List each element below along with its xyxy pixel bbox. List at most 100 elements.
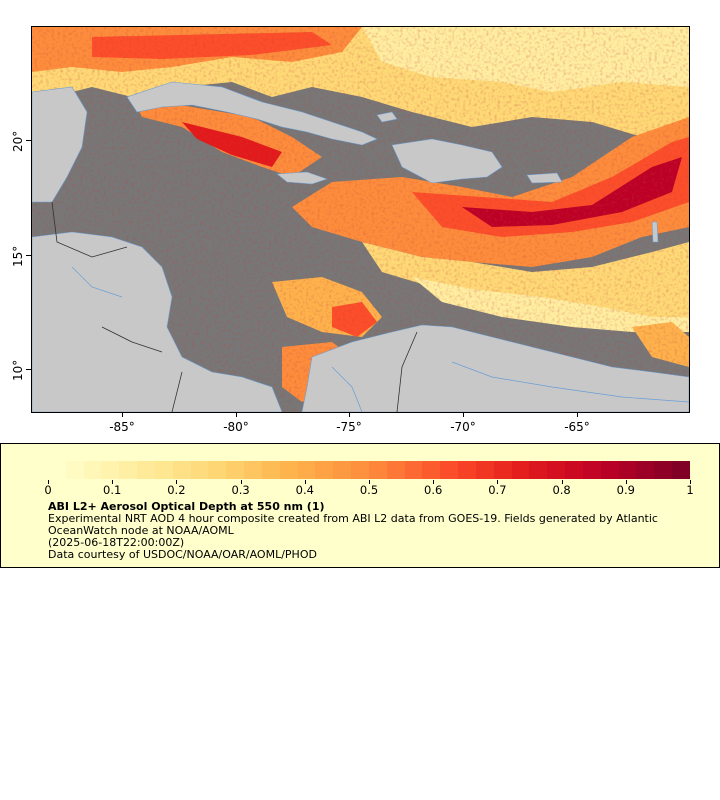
- map-canvas: [32, 27, 689, 412]
- legend-title: ABI L2+ Aerosol Optical Depth at 550 nm …: [48, 500, 325, 513]
- colorbar-tick-label: 0: [44, 483, 52, 497]
- river-3: [71, 266, 123, 298]
- colorbar-step: [600, 461, 619, 479]
- colorbar-tick: [304, 480, 306, 484]
- colorbar-step: [654, 461, 672, 479]
- colorbar-step: [333, 461, 352, 479]
- legend-box: ABI L2+ Aerosol Optical Depth at 550 nm …: [0, 443, 720, 568]
- colorbar-step: [404, 461, 423, 479]
- land-central-america: [32, 231, 283, 412]
- y-tick-label: 10°: [11, 359, 25, 381]
- land-lesser-antilles: [651, 221, 659, 243]
- colorbar-tick: [433, 480, 435, 484]
- x-tick-mark: [236, 412, 237, 417]
- colorbar-tick-label: 0.6: [424, 483, 443, 497]
- colorbar-step: [315, 461, 334, 479]
- river-2: [451, 361, 689, 403]
- colorbar-step: [65, 461, 84, 479]
- legend-time: (2025-06-18T22:00:00Z): [48, 536, 185, 549]
- border-line-3: [171, 371, 183, 412]
- colorbar-tick-label: 0.3: [231, 483, 250, 497]
- colorbar-step: [297, 461, 316, 479]
- colorbar-step: [83, 461, 102, 479]
- colorbar-tick-label: 1: [686, 483, 694, 497]
- land-bahamas: [376, 111, 398, 123]
- legend-description: Experimental NRT AOD 4 hour composite cr…: [48, 512, 658, 537]
- y-tick-mark: [26, 255, 31, 256]
- colorbar-step: [190, 461, 209, 479]
- legend-credit: Data courtesy of USDOC/NOAA/OAR/AOML/PHO…: [48, 548, 317, 561]
- land-south-america: [301, 324, 689, 412]
- colorbar-step: [511, 461, 530, 479]
- colorbar-step: [582, 461, 601, 479]
- colorbar-tick-label: 0.5: [359, 483, 379, 497]
- colorbar-step: [48, 461, 66, 479]
- colorbar-step: [244, 461, 262, 479]
- rivers: [71, 266, 689, 412]
- land-yucatan: [32, 86, 88, 203]
- colorbar-step: [154, 461, 173, 479]
- river-1: [331, 366, 363, 412]
- colorbar-step: [261, 461, 280, 479]
- x-tick-mark: [349, 412, 350, 417]
- colorbar-tick-label: 0.4: [295, 483, 314, 497]
- y-tick-label: 20°: [11, 130, 25, 152]
- colorbar-tick: [690, 480, 691, 484]
- land-hispaniola: [391, 138, 503, 184]
- colorbar-step: [458, 461, 476, 479]
- colorbar-tick-label: 0.2: [167, 483, 186, 497]
- x-tick-label: -85°: [109, 420, 135, 434]
- y-tick-mark: [26, 369, 31, 370]
- x-tick-mark: [122, 412, 123, 417]
- colorbar-tick: [176, 480, 178, 484]
- x-tick-label: -70°: [450, 420, 476, 434]
- colorbar-tick: [240, 480, 242, 484]
- x-tick-label: -75°: [336, 420, 362, 434]
- colorbar-tick: [497, 480, 499, 484]
- colorbar-tick: [369, 480, 370, 484]
- x-tick-mark: [463, 412, 464, 417]
- colorbar-step: [351, 461, 369, 479]
- colorbar-tick: [561, 480, 563, 484]
- colorbar-step: [208, 461, 227, 479]
- land-puerto-rico: [526, 172, 563, 184]
- border-line-4: [396, 331, 418, 412]
- colorbar-tick-label: 0.8: [552, 483, 571, 497]
- colorbar-tick-label: 0.7: [488, 483, 507, 497]
- colorbar-tick: [112, 480, 114, 484]
- colorbar-step: [440, 461, 459, 479]
- colorbar-step: [172, 461, 191, 479]
- colorbar-tick-label: 0.9: [616, 483, 635, 497]
- y-tick-label: 15°: [11, 245, 25, 267]
- colorbar-step: [529, 461, 548, 479]
- colorbar-tick: [625, 480, 627, 484]
- colorbar-step: [565, 461, 583, 479]
- colorbar-step: [386, 461, 405, 479]
- colorbar-step: [671, 461, 690, 479]
- land-jamaica: [276, 171, 328, 185]
- land: [32, 81, 689, 412]
- x-tick-label: -65°: [564, 420, 590, 434]
- colorbar-step: [368, 461, 387, 479]
- x-tick-mark: [577, 412, 578, 417]
- colorbar-step: [547, 461, 566, 479]
- colorbar-tick-label: 0.1: [103, 483, 122, 497]
- colorbar-step: [101, 461, 120, 479]
- legend-text: ABI L2+ Aerosol Optical Depth at 550 nm …: [48, 501, 688, 561]
- colorbar-step: [475, 461, 494, 479]
- border-line-1: [51, 201, 128, 258]
- colorbar-tick: [48, 480, 49, 484]
- colorbar-step: [137, 461, 155, 479]
- colorbar-step: [279, 461, 298, 479]
- borders: [51, 201, 418, 412]
- colorbar: [48, 461, 690, 479]
- map-frame[interactable]: [31, 26, 690, 413]
- colorbar-step: [636, 461, 655, 479]
- x-tick-label: -80°: [223, 420, 249, 434]
- y-tick-mark: [26, 140, 31, 141]
- colorbar-step: [226, 461, 245, 479]
- colorbar-step: [493, 461, 512, 479]
- colorbar-step: [119, 461, 138, 479]
- colorbar-step: [618, 461, 637, 479]
